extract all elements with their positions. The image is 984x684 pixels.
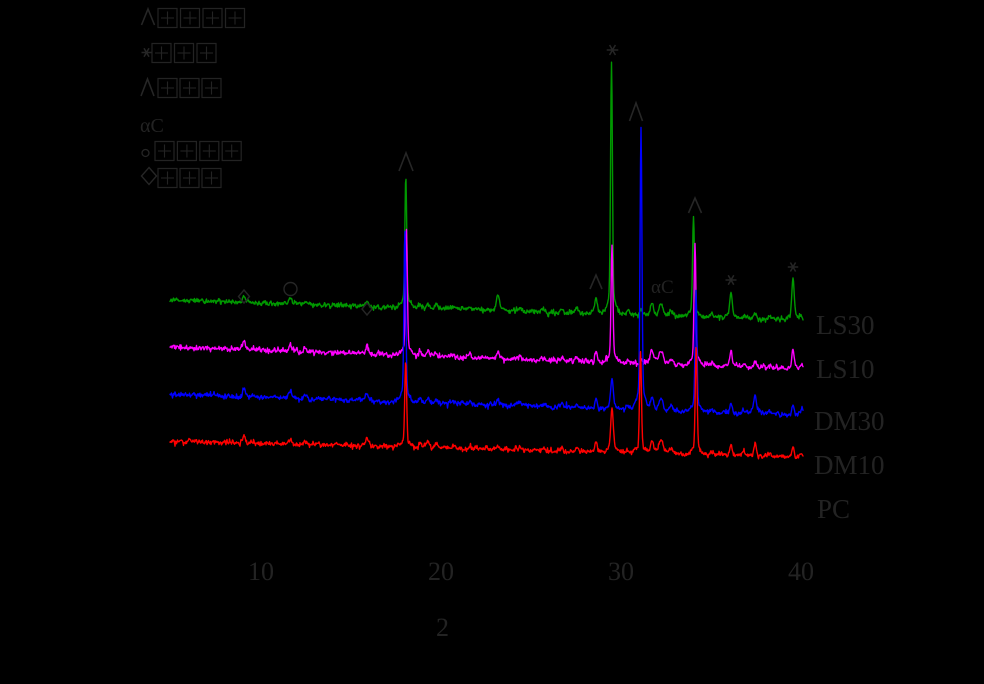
svg-text:40: 40 [788, 557, 814, 586]
svg-text:DM10: DM10 [814, 450, 885, 480]
svg-text:LS30: LS30 [816, 310, 875, 340]
svg-text:20: 20 [428, 557, 454, 586]
svg-text:αC: αC [651, 277, 674, 298]
svg-text:αC: αC [140, 115, 164, 137]
svg-text:DM30: DM30 [814, 406, 885, 436]
svg-text:30: 30 [608, 557, 634, 586]
svg-text:LS10: LS10 [816, 354, 875, 384]
svg-text:2: 2 [436, 613, 449, 642]
svg-text:10: 10 [248, 557, 274, 586]
svg-text:PC: PC [817, 494, 850, 524]
